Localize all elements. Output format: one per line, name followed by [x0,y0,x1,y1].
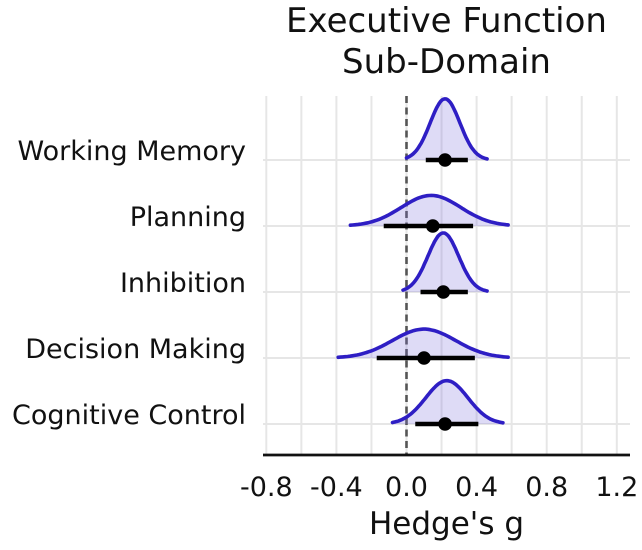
point-estimate-dot [438,153,452,167]
chart-title-line1: Executive Function [286,1,607,41]
point-estimate-dot [417,351,431,365]
point-estimate-dot [425,219,440,233]
density-fill [406,98,488,160]
density-curve [404,97,489,161]
x-tick-label: 0.0 [385,472,428,503]
density-fill [338,329,509,358]
point-estimate-dot [438,417,452,431]
category-label: Inhibition [119,268,246,299]
category-label: Planning [129,202,246,233]
chart-title: Executive Function Sub-Domain [255,1,638,83]
x-tick-label: 0.4 [455,472,499,503]
density-fill [350,195,509,226]
density-curve [390,378,505,425]
x-tick-label: 0.8 [525,472,569,503]
category-label: Cognitive Control [12,400,246,431]
chart-title-line2: Sub-Domain [342,42,551,82]
density-fill [392,380,503,424]
x-axis-title: Hedge's g [368,506,524,542]
density-curve [401,231,489,293]
density-curve [348,193,510,227]
category-label: Decision Making [25,334,246,365]
density-curve [336,327,510,360]
point-estimate-dot [436,285,451,299]
category-label: Working Memory [17,136,246,167]
density-fill [403,233,488,292]
x-tick-label: -0.8 [239,472,293,503]
x-tick-label: -0.4 [310,472,363,503]
x-tick-label: 1.2 [595,472,639,503]
